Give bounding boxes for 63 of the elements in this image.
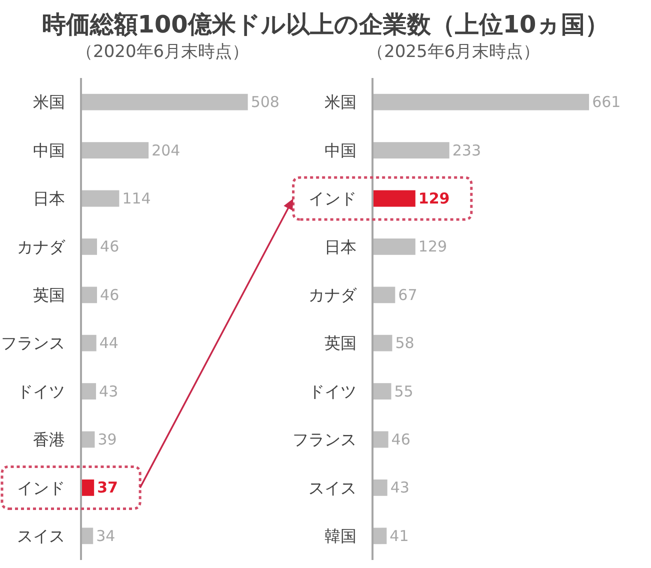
data-label: 46 — [100, 238, 120, 256]
bar — [82, 480, 94, 496]
data-label: 39 — [98, 430, 117, 448]
bar — [82, 238, 98, 255]
bar — [373, 383, 392, 400]
text: 時価総額100億米ドル以上の企業数（上位10ヵ国） — [42, 10, 610, 38]
y-tick-label: インド — [17, 478, 66, 498]
bar — [373, 238, 416, 255]
bar — [373, 431, 388, 448]
y-tick-label: ドイツ — [17, 382, 66, 401]
y-tick-label: フランス — [292, 430, 356, 450]
y-tick-label: インド — [308, 189, 356, 208]
data-label: 44 — [99, 334, 118, 352]
chart-subtitle: （2025年6月末時点） — [367, 42, 540, 62]
bar — [373, 190, 416, 207]
data-label: 58 — [395, 334, 414, 352]
data-label: 55 — [394, 382, 414, 400]
bar — [82, 383, 96, 400]
data-label: 37 — [97, 478, 118, 497]
y-tick-label: 米国 — [324, 92, 356, 112]
y-tick-label: スイス — [17, 526, 66, 546]
data-label: 41 — [390, 526, 409, 545]
y-tick-label: 英国 — [324, 334, 356, 353]
y-tick-label: フランス — [1, 334, 66, 353]
y-tick-label: 英国 — [33, 286, 66, 304]
data-label: 508 — [250, 93, 280, 112]
data-label: 34 — [96, 526, 116, 545]
bar — [373, 286, 396, 304]
bar — [82, 528, 94, 544]
data-label: 661 — [592, 93, 621, 112]
data-label: 46 — [100, 286, 120, 304]
data-label: 129 — [418, 238, 448, 256]
bar — [82, 94, 248, 110]
data-label: 43 — [99, 382, 118, 400]
y-tick-label: 日本 — [324, 237, 356, 256]
y-tick-label: 香港 — [33, 430, 66, 450]
y-tick-label: カナダ — [17, 237, 66, 256]
bar — [82, 142, 149, 158]
bar — [373, 142, 450, 158]
bar — [373, 528, 387, 544]
data-label: 43 — [390, 478, 410, 497]
bar — [373, 480, 388, 496]
bar — [82, 334, 96, 352]
y-tick-label: スイス — [308, 478, 356, 498]
bar — [373, 334, 392, 352]
bar — [373, 94, 590, 110]
y-tick-label: ドイツ — [308, 382, 356, 401]
y-tick-label: 中国 — [324, 140, 356, 160]
y-tick-label: 韓国 — [324, 526, 356, 546]
y-tick-label: 日本 — [33, 189, 66, 208]
bar — [82, 190, 120, 207]
y-tick-label: カナダ — [308, 286, 358, 304]
data-label: 233 — [452, 141, 481, 160]
chart-subtitle: （2020年6月末時点） — [76, 42, 250, 62]
data-label: 114 — [122, 190, 151, 208]
bar — [82, 431, 95, 448]
data-label: 67 — [398, 286, 418, 304]
y-tick-label: 中国 — [33, 140, 66, 160]
data-label: 204 — [152, 141, 180, 160]
data-label: 129 — [418, 190, 450, 208]
bar — [82, 286, 98, 304]
y-tick-label: 米国 — [33, 92, 66, 112]
data-label: 46 — [391, 430, 410, 448]
